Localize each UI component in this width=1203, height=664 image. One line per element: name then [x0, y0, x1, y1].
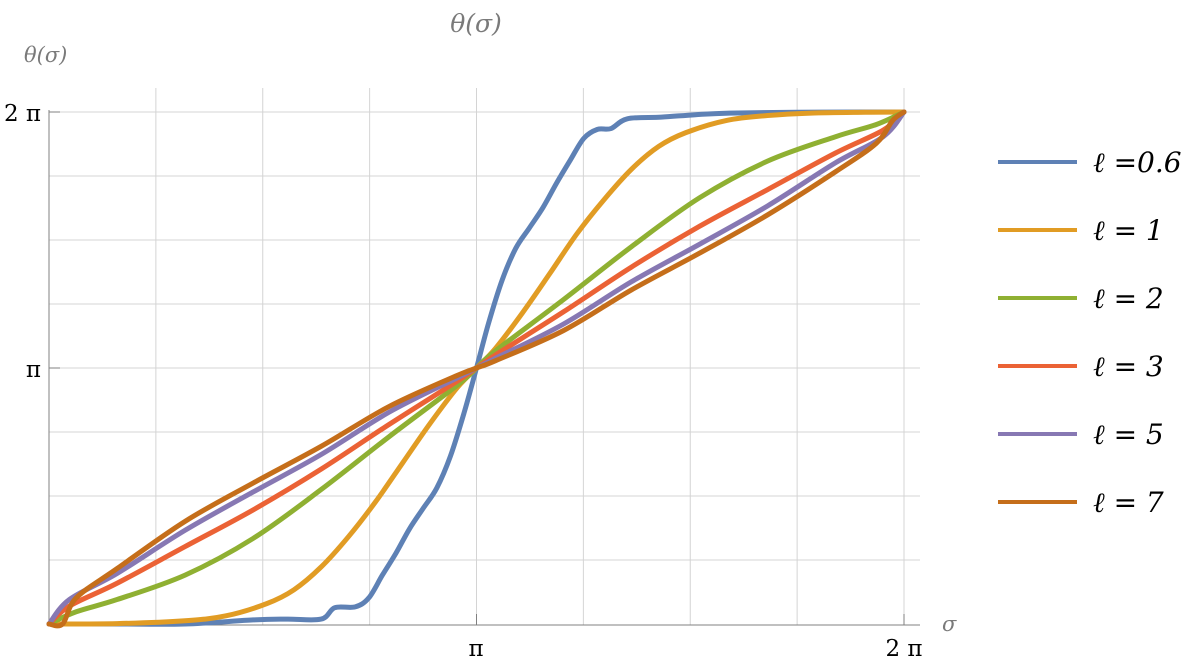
legend-label-1: ℓ = 1	[1093, 214, 1164, 247]
chart-title: θ(σ)	[450, 9, 502, 38]
legend-label-3: ℓ = 3	[1093, 350, 1164, 383]
y-tick-label-pi: π	[26, 357, 41, 383]
series-line-5	[46, 109, 907, 629]
legend-label-2: ℓ = 2	[1093, 282, 1164, 315]
series-group	[46, 109, 907, 629]
x-tick-label-pi: π	[468, 636, 483, 662]
legend-label-4: ℓ = 5	[1093, 418, 1164, 451]
y-tick-label-2pi: 2 π	[4, 101, 41, 127]
y-axis-label: θ(σ)	[24, 43, 67, 67]
tick-labels: π 2 π π 2 π	[4, 101, 923, 662]
x-tick-label-2pi: 2 π	[885, 636, 922, 662]
grid	[49, 88, 920, 625]
legend: ℓ =0.6 ℓ = 1 ℓ = 2 ℓ = 3 ℓ = 5 ℓ = 7	[998, 146, 1182, 519]
x-axis-label: σ	[942, 612, 957, 636]
legend-label-5: ℓ = 7	[1093, 486, 1164, 519]
legend-label-0: ℓ =0.6	[1093, 146, 1182, 179]
